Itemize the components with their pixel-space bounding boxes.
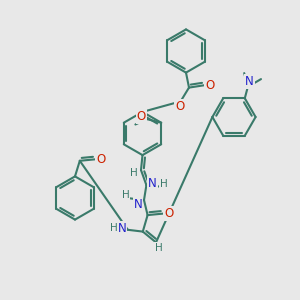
Text: O: O [96, 153, 105, 166]
Text: N: N [134, 197, 142, 211]
Text: O: O [206, 79, 214, 92]
Text: O: O [137, 110, 146, 123]
Text: O: O [175, 100, 184, 113]
Text: H: H [130, 168, 138, 178]
Text: N: N [245, 75, 254, 88]
Text: N: N [148, 177, 157, 190]
Text: H: H [110, 223, 118, 233]
Text: H: H [160, 179, 168, 189]
Text: H: H [122, 190, 130, 200]
Text: O: O [164, 207, 173, 220]
Text: N: N [117, 222, 126, 235]
Text: H: H [154, 243, 162, 253]
